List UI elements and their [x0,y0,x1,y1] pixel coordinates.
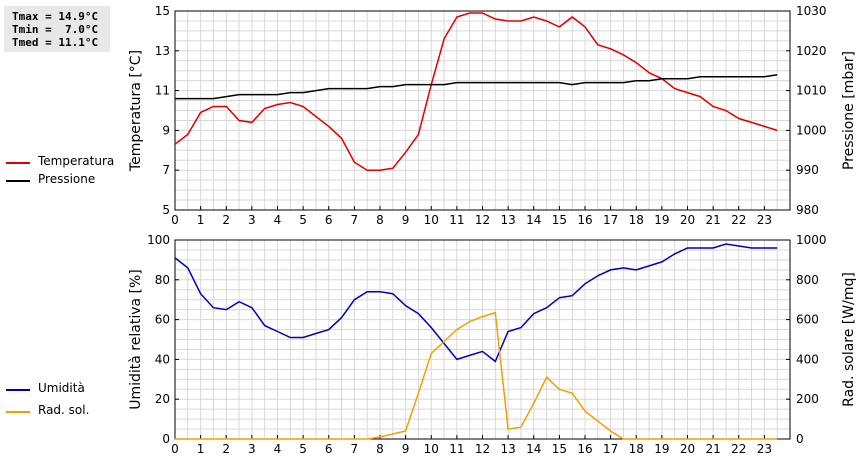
x-tick-label: 8 [376,442,384,456]
x-tick-label: 1 [197,442,205,456]
x-tick-label: 18 [629,442,644,456]
x-tick-label: 17 [603,213,618,227]
x-tick-label: 23 [757,442,772,456]
x-tick-label: 6 [325,442,333,456]
x-tick-label: 21 [705,442,720,456]
x-tick-label: 12 [475,442,490,456]
x-tick-label: 14 [526,213,541,227]
x-tick-label: 16 [577,442,592,456]
x-tick-label: 11 [449,442,464,456]
x-tick-label: 2 [222,442,230,456]
x-tick-label: 4 [274,442,282,456]
x-tick-label: 0 [171,442,179,456]
legend-label-temperatura: Temperatura [38,154,115,168]
y2-tick-label: 1010 [796,84,827,98]
y-tick-label: 100 [147,233,170,247]
series-line-umidit- [174,243,778,363]
tmed-label: Tmed = 11.1°C [12,36,99,49]
y-axis-title: Temperatura [°C] [128,50,144,172]
y2-axis-title: Pressione [mbar] [841,51,857,170]
x-tick-label: 5 [299,442,307,456]
x-tick-label: 13 [500,442,515,456]
y-tick-label: 80 [155,273,170,287]
x-tick-label: 11 [449,213,464,227]
y-axis-title: Umidità relativa [%] [128,269,144,410]
legend-swatch-umidita [6,389,30,391]
y2-axis-title: Rad. solare [W/mq] [841,272,857,407]
y2-tick-label: 1000 [796,233,827,247]
x-tick-label: 13 [500,213,515,227]
x-tick-label: 12 [475,213,490,227]
x-tick-label: 19 [654,442,669,456]
x-tick-label: 3 [248,213,256,227]
y-tick-label: 9 [162,123,170,137]
legend-label-radsol: Rad. sol. [38,403,90,417]
y2-tick-label: 0 [796,432,804,446]
x-tick-label: 14 [526,442,541,456]
x-tick-label: 9 [402,442,410,456]
x-tick-label: 23 [757,213,772,227]
legend-item-umidita: Umidità [6,381,166,397]
x-tick-label: 22 [731,213,746,227]
x-tick-label: 0 [171,213,179,227]
y2-tick-label: 1000 [796,123,827,137]
series-line-temperatura [174,12,778,171]
y-tick-label: 11 [155,84,170,98]
x-tick-label: 9 [402,213,410,227]
y-tick-label: 7 [162,163,170,177]
x-tick-label: 20 [680,213,695,227]
x-tick-label: 3 [248,442,256,456]
legend-swatch-temperatura [6,162,30,164]
legend-label-pressione: Pressione [38,172,96,186]
y-tick-label: 5 [162,203,170,217]
legend-swatch-pressione [6,180,30,182]
y2-tick-label: 600 [796,313,819,327]
y-tick-label: 40 [155,352,170,366]
y2-tick-label: 800 [796,273,819,287]
x-tick-label: 1 [197,213,205,227]
x-tick-label: 7 [351,213,359,227]
x-tick-label: 16 [577,213,592,227]
x-tick-label: 15 [552,213,567,227]
x-tick-label: 22 [731,442,746,456]
x-tick-label: 15 [552,442,567,456]
y-tick-label: 20 [155,392,170,406]
x-tick-label: 21 [705,213,720,227]
y2-tick-label: 1030 [796,4,827,18]
x-tick-label: 19 [654,213,669,227]
y-tick-label: 0 [162,432,170,446]
tmax-label: Tmax = 14.9°C [12,10,99,23]
y2-tick-label: 980 [796,203,819,217]
x-tick-label: 6 [325,213,333,227]
legend-item-pressione: Pressione [6,172,166,188]
x-tick-label: 10 [424,442,439,456]
series-line-pressione [175,73,778,100]
y2-tick-label: 200 [796,392,819,406]
x-tick-label: 20 [680,442,695,456]
legend-label-umidita: Umidità [38,381,85,395]
x-tick-label: 4 [274,213,282,227]
x-tick-label: 18 [629,213,644,227]
x-tick-label: 10 [424,213,439,227]
y-tick-label: 13 [155,44,170,58]
x-tick-label: 5 [299,213,307,227]
legend-item-temperatura: Temperatura [6,154,166,170]
stats-box: Tmax = 14.9°C Tmin = 7.0°C Tmed = 11.1°C [4,6,110,52]
series-line-rad-sol- [175,311,778,440]
x-tick-label: 8 [376,213,384,227]
x-tick-label: 17 [603,442,618,456]
legend-swatch-radsol [6,411,30,413]
y2-tick-label: 990 [796,163,819,177]
y-tick-label: 60 [155,313,170,327]
legend-item-radsol: Rad. sol. [6,403,166,419]
y-tick-label: 15 [155,4,170,18]
tmin-label: Tmin = 7.0°C [12,23,99,36]
x-tick-label: 7 [351,442,359,456]
y2-tick-label: 400 [796,352,819,366]
x-tick-label: 2 [222,213,230,227]
y2-tick-label: 1020 [796,44,827,58]
